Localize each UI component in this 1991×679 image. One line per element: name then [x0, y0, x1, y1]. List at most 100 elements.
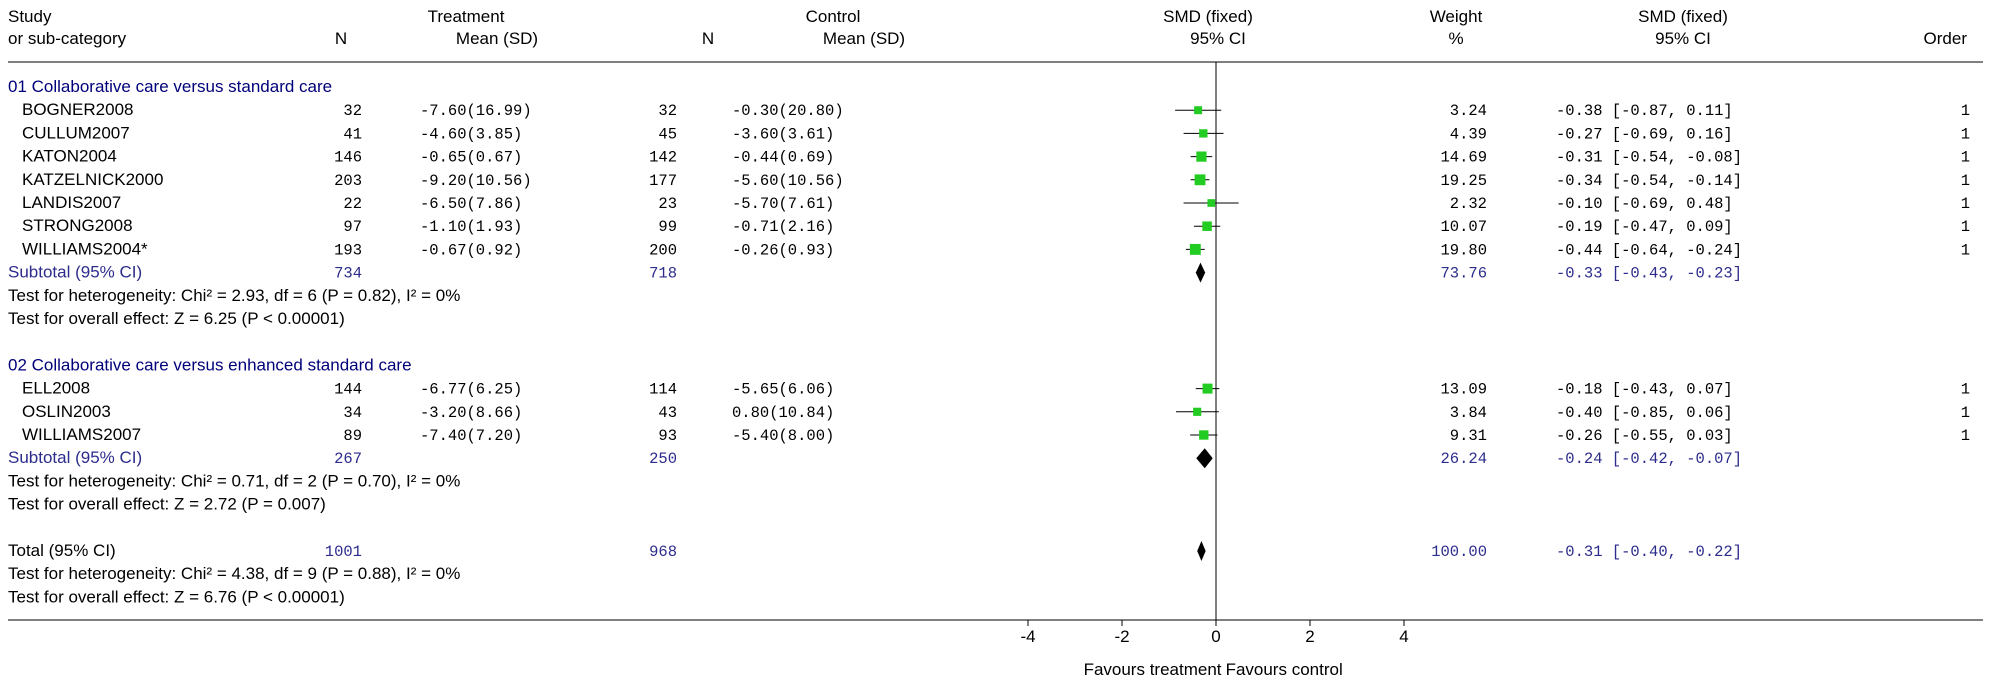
heterogeneity-test: Test for heterogeneity: Chi² = 0.71, df … — [8, 471, 460, 490]
x-tick-label: -4 — [1020, 627, 1035, 646]
treatment-n: 193 — [334, 241, 362, 259]
treatment-mean-sd: -9.20(10.56) — [420, 172, 532, 190]
treatment-mean-sd: -0.67(0.92) — [420, 241, 522, 259]
smd-ci-value: -0.38 [-0.87, 0.11] — [1556, 102, 1733, 120]
overall-effect-test: Test for overall effect: Z = 2.72 (P = 0… — [8, 495, 326, 514]
weight-value: 19.80 — [1440, 241, 1487, 259]
total-heterogeneity-test: Test for heterogeneity: Chi² = 4.38, df … — [8, 564, 460, 583]
study-name: CULLUM2007 — [22, 123, 130, 142]
order-value: 1 — [1961, 404, 1970, 422]
subtotal-ci: -0.33 [-0.43, -0.23] — [1556, 265, 1742, 283]
order-value: 1 — [1961, 381, 1970, 399]
control-mean-sd: 0.80(10.84) — [732, 404, 834, 422]
smd-ci-value: -0.31 [-0.54, -0.08] — [1556, 149, 1742, 167]
header-treatment-n: N — [335, 29, 347, 48]
study-name: BOGNER2008 — [22, 100, 134, 119]
weight-value: 9.31 — [1450, 427, 1487, 445]
effect-box — [1202, 221, 1212, 231]
order-value: 1 — [1961, 102, 1970, 120]
header-smd2-ci: 95% CI — [1655, 29, 1711, 48]
effect-box — [1193, 407, 1202, 416]
study-name: STRONG2008 — [22, 216, 133, 235]
heterogeneity-test: Test for heterogeneity: Chi² = 2.93, df … — [8, 286, 460, 305]
header-weight: Weight — [1430, 7, 1483, 26]
weight-value: 2.32 — [1450, 195, 1487, 213]
total-weight: 100.00 — [1431, 543, 1487, 561]
order-value: 1 — [1961, 149, 1970, 167]
control-mean-sd: -3.60(3.61) — [732, 125, 834, 143]
header-weight-pct: % — [1448, 29, 1463, 48]
weight-value: 19.25 — [1440, 172, 1487, 190]
control-mean-sd: -5.40(8.00) — [732, 427, 834, 445]
total-control-n: 968 — [649, 543, 677, 561]
x-tick-label: 4 — [1399, 627, 1408, 646]
treatment-n: 146 — [334, 149, 362, 167]
header-control-n: N — [702, 29, 714, 48]
treatment-n: 89 — [343, 427, 362, 445]
smd-ci-value: -0.40 [-0.85, 0.06] — [1556, 404, 1733, 422]
study-name: OSLIN2003 — [22, 402, 111, 421]
treatment-mean-sd: -7.60(16.99) — [420, 102, 532, 120]
effect-box — [1189, 243, 1201, 255]
header-smd-ci: 95% CI — [1190, 29, 1246, 48]
total-ci: -0.31 [-0.40, -0.22] — [1556, 543, 1742, 561]
effect-box — [1196, 151, 1207, 162]
control-n: 177 — [649, 172, 677, 190]
weight-value: 14.69 — [1440, 149, 1487, 167]
favours-control-label: Favours control — [1226, 660, 1343, 679]
favours-treatment-label: Favours treatment — [1084, 660, 1222, 679]
subtotal-treatment-n: 734 — [334, 265, 362, 283]
control-mean-sd: -0.71(2.16) — [732, 218, 834, 236]
total-diamond — [1197, 541, 1206, 561]
control-mean-sd: -5.70(7.61) — [732, 195, 834, 213]
effect-box — [1199, 430, 1209, 440]
weight-value: 13.09 — [1440, 381, 1487, 399]
study-name: ELL2008 — [22, 379, 90, 398]
control-n: 23 — [658, 195, 677, 213]
overall-effect-test: Test for overall effect: Z = 6.25 (P < 0… — [8, 309, 345, 328]
subtotal-control-n: 718 — [649, 265, 677, 283]
effect-box — [1194, 106, 1203, 115]
header-smd2: SMD (fixed) — [1638, 7, 1728, 26]
weight-value: 10.07 — [1440, 218, 1487, 236]
header-study: Study — [8, 7, 52, 26]
effect-box — [1194, 174, 1206, 186]
treatment-mean-sd: -3.20(8.66) — [420, 404, 522, 422]
smd-ci-value: -0.10 [-0.69, 0.48] — [1556, 195, 1733, 213]
forest-rows: 01 Collaborative care versus standard ca… — [8, 77, 1970, 606]
smd-ci-value: -0.27 [-0.69, 0.16] — [1556, 125, 1733, 143]
control-mean-sd: -5.65(6.06) — [732, 381, 834, 399]
order-value: 1 — [1961, 195, 1970, 213]
control-mean-sd: -5.60(10.56) — [732, 172, 844, 190]
order-value: 1 — [1961, 241, 1970, 259]
subtotal-label: Subtotal (95% CI) — [8, 263, 142, 282]
total-treatment-n: 1001 — [325, 543, 362, 561]
order-value: 1 — [1961, 427, 1970, 445]
effect-box — [1207, 199, 1216, 207]
control-mean-sd: -0.30(20.80) — [732, 102, 844, 120]
control-n: 32 — [658, 102, 677, 120]
study-name: KATZELNICK2000 — [22, 170, 163, 189]
header-smd: SMD (fixed) — [1163, 7, 1253, 26]
treatment-mean-sd: -6.77(6.25) — [420, 381, 522, 399]
control-n: 114 — [649, 381, 677, 399]
control-n: 142 — [649, 149, 677, 167]
treatment-mean-sd: -6.50(7.86) — [420, 195, 522, 213]
study-name: WILLIAMS2007 — [22, 425, 141, 444]
treatment-n: 144 — [334, 381, 362, 399]
order-value: 1 — [1961, 125, 1970, 143]
treatment-mean-sd: -0.65(0.67) — [420, 149, 522, 167]
control-mean-sd: -0.26(0.93) — [732, 241, 834, 259]
header-control: Control — [806, 7, 861, 26]
total-overall-effect-test: Test for overall effect: Z = 6.76 (P < 0… — [8, 587, 345, 606]
treatment-mean-sd: -1.10(1.93) — [420, 218, 522, 236]
treatment-n: 32 — [343, 102, 362, 120]
smd-ci-value: -0.19 [-0.47, 0.09] — [1556, 218, 1733, 236]
weight-value: 3.24 — [1450, 102, 1487, 120]
subtotal-weight: 73.76 — [1440, 265, 1487, 283]
treatment-n: 203 — [334, 172, 362, 190]
header-control-mean: Mean (SD) — [823, 29, 905, 48]
treatment-n: 22 — [343, 195, 362, 213]
order-value: 1 — [1961, 218, 1970, 236]
study-name: KATON2004 — [22, 147, 117, 166]
